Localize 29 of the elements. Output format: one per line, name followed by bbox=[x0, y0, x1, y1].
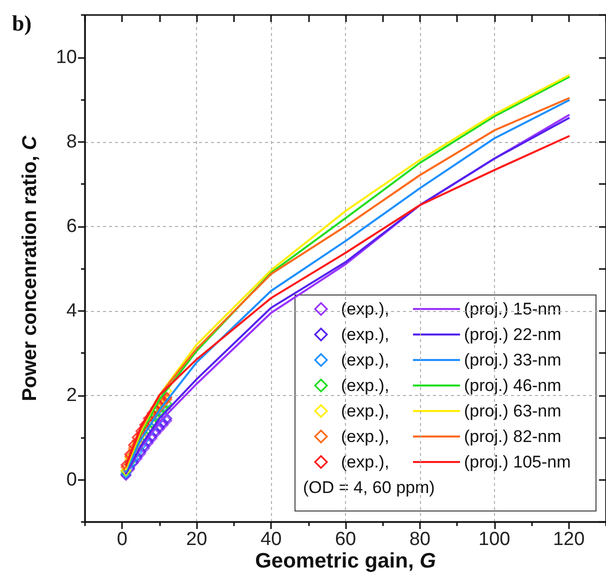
y-tick-label: 8 bbox=[66, 131, 77, 152]
x-tick-label: 120 bbox=[552, 529, 585, 550]
x-axis-title: Geometric gain, G bbox=[255, 550, 436, 572]
legend-label: (exp.), bbox=[341, 402, 390, 420]
y-tick-label: 2 bbox=[66, 384, 77, 406]
legend-label: (exp.), bbox=[341, 350, 390, 370]
chart-title: b) bbox=[12, 10, 32, 36]
legend-label: (proj.) 82-nm bbox=[464, 427, 562, 446]
x-tick-label: 100 bbox=[478, 529, 510, 550]
legend-label: (proj.) 33-nm bbox=[464, 350, 562, 370]
y-tick-label: 0 bbox=[66, 469, 77, 490]
legend-label: (proj.) 105-nm bbox=[464, 452, 571, 472]
legend-label: (proj.) 63-nm bbox=[464, 402, 562, 420]
x-tick-label: 60 bbox=[334, 529, 356, 550]
legend-label: (exp.), bbox=[341, 325, 390, 344]
x-tick-label: 80 bbox=[409, 529, 430, 550]
legend-label: (proj.) 22-nm bbox=[464, 325, 562, 344]
legend-label: (proj.) 46-nm bbox=[464, 376, 562, 395]
y-tick-label: 4 bbox=[66, 300, 78, 322]
legend-label: (exp.), bbox=[341, 452, 390, 472]
legend-label: (exp.), bbox=[341, 300, 390, 318]
legend-label: (exp.), bbox=[341, 376, 390, 395]
y-tick-label: 10 bbox=[56, 46, 77, 68]
x-tick-label: 20 bbox=[186, 529, 208, 550]
x-tick-label: 40 bbox=[260, 529, 282, 550]
y-axis-title: Power concenration ratio, C bbox=[19, 135, 41, 402]
x-tick-label: 0 bbox=[116, 529, 128, 550]
legend-label: (exp.), bbox=[341, 427, 390, 446]
y-tick-label: 6 bbox=[66, 216, 77, 237]
